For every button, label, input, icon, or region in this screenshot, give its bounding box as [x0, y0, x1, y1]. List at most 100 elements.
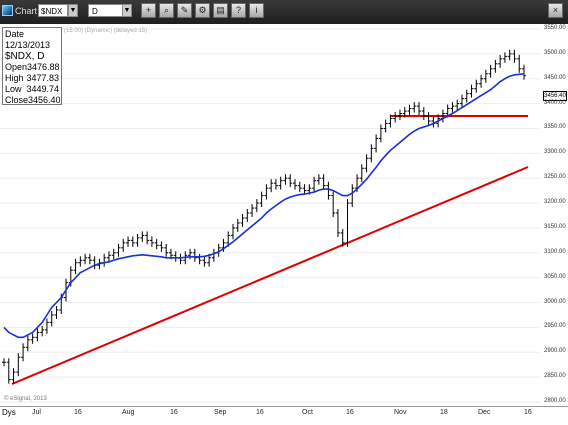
symbol-input[interactable]: $NDX: [38, 4, 68, 17]
price-bar: [121, 238, 126, 252]
study-label: (15:00) (Dynamic) (delayed 15): [64, 28, 148, 34]
window-title-text: Chart: [15, 5, 38, 16]
y-axis-label: 3250.00: [544, 174, 566, 181]
price-bar: [40, 325, 45, 337]
price-bar: [474, 79, 479, 93]
price-bar: [383, 119, 388, 133]
price-bar: [459, 94, 464, 108]
price-bar: [102, 253, 107, 267]
price-bar: [54, 306, 59, 319]
zoom-button[interactable]: ⌕: [159, 3, 174, 18]
price-bar: [417, 102, 422, 116]
y-axis-label: 3300.00: [544, 149, 566, 156]
x-axis-label: Jul: [32, 409, 41, 416]
price-bar: [350, 184, 355, 208]
last-price-tag: 3456.40: [543, 91, 567, 101]
price-bar: [35, 328, 40, 342]
price-bar: [264, 184, 269, 200]
y-axis-label: 3350.00: [544, 124, 566, 131]
price-bar: [402, 107, 407, 118]
price-bar: [145, 231, 150, 245]
price-bar: [321, 174, 326, 190]
price-bar: [364, 154, 369, 173]
draw-tool-button[interactable]: ✎: [177, 3, 192, 18]
info-label: Open: [5, 62, 28, 72]
chart-app-icon: [2, 5, 13, 16]
price-bar: [488, 64, 493, 78]
info-value: 3477.83: [26, 73, 59, 83]
price-bars: [2, 49, 526, 384]
y-axis-label: 3500.00: [544, 49, 566, 56]
price-bar: [326, 181, 331, 200]
y-axis-label: 2950.00: [544, 323, 566, 330]
price-bar: [450, 102, 455, 113]
price-bar: [178, 253, 183, 265]
price-chart-svg: [0, 28, 540, 403]
symbol-dropdown-button[interactable]: ▼: [68, 4, 78, 17]
price-bar: [164, 243, 169, 257]
info-row-high: High 3477.83: [5, 73, 59, 84]
x-axis-label: 16: [346, 409, 354, 416]
price-bar: [78, 256, 83, 267]
y-axis-label: 2800.00: [544, 398, 566, 404]
y-axis-label: 3400.00: [544, 99, 566, 106]
price-bar: [269, 179, 274, 193]
info-value: 3476.88: [27, 62, 60, 72]
price-bar: [288, 174, 293, 188]
price-bar: [259, 191, 264, 208]
y-axis-label: 3150.00: [544, 223, 566, 230]
price-bar: [16, 353, 21, 377]
price-bar: [126, 236, 131, 247]
price-bar: [331, 191, 336, 217]
price-bar: [149, 236, 154, 247]
price-bar: [469, 84, 474, 98]
price-bar: [116, 243, 121, 257]
price-bar: [517, 54, 522, 73]
price-bar: [30, 333, 35, 344]
window-title: Chart: [2, 5, 37, 16]
interval-dropdown-button[interactable]: ▼: [122, 4, 132, 17]
price-bar: [297, 181, 302, 193]
price-bar: [426, 112, 431, 125]
price-bar: [397, 109, 402, 121]
x-axis-unit[interactable]: Dys: [2, 408, 16, 417]
info-label: Low: [5, 84, 22, 94]
crosshair-button[interactable]: +: [141, 3, 156, 18]
settings-button[interactable]: ⚙: [195, 3, 210, 18]
x-axis-label: 16: [74, 409, 82, 416]
chart-area[interactable]: [0, 24, 568, 416]
price-bar: [154, 238, 159, 250]
x-axis-label: 16: [256, 409, 264, 416]
price-bar: [522, 64, 526, 80]
price-bar: [135, 233, 140, 247]
info-value: 3456.40: [28, 95, 61, 105]
price-bar: [197, 253, 202, 265]
price-bar: [388, 114, 393, 128]
price-bar: [226, 231, 231, 247]
price-bar: [21, 343, 26, 362]
close-button[interactable]: ×: [548, 3, 563, 18]
price-bar: [302, 184, 307, 195]
x-axis-label: 16: [170, 409, 178, 416]
price-bar: [11, 368, 16, 384]
price-bar: [369, 144, 374, 163]
x-axis-label: Oct: [302, 409, 313, 416]
trendline: [11, 166, 529, 385]
info-row-close: Close 3456.40: [5, 95, 61, 106]
help-button[interactable]: ?: [231, 3, 246, 18]
info-label: Close: [5, 95, 29, 105]
info-label: High: [5, 73, 24, 83]
price-bar: [2, 358, 6, 367]
price-bar: [273, 179, 278, 190]
print-button[interactable]: ▤: [213, 3, 228, 18]
price-bar: [316, 174, 321, 185]
price-bar: [479, 74, 484, 88]
x-axis-label: 16: [524, 409, 532, 416]
price-bar: [211, 248, 216, 262]
info-button[interactable]: i: [249, 3, 264, 18]
y-axis-label: 3550.00: [544, 25, 566, 31]
price-bar: [111, 248, 116, 260]
info-symbol-title: $NDX, D: [5, 51, 45, 62]
x-axis-label: Aug: [122, 409, 135, 416]
